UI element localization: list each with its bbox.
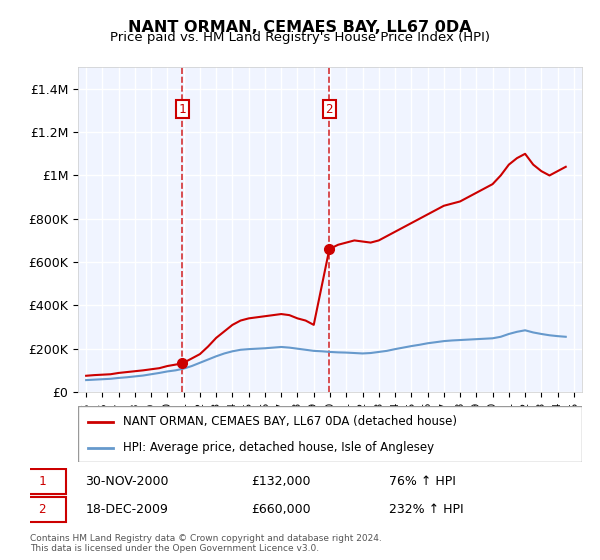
Text: 18-DEC-2009: 18-DEC-2009 bbox=[85, 503, 168, 516]
FancyBboxPatch shape bbox=[19, 469, 66, 494]
Text: 1: 1 bbox=[38, 475, 46, 488]
Text: Price paid vs. HM Land Registry's House Price Index (HPI): Price paid vs. HM Land Registry's House … bbox=[110, 31, 490, 44]
FancyBboxPatch shape bbox=[78, 406, 582, 462]
Text: 30-NOV-2000: 30-NOV-2000 bbox=[85, 475, 169, 488]
Text: 2: 2 bbox=[38, 503, 46, 516]
Text: 1: 1 bbox=[179, 103, 186, 116]
Text: £132,000: £132,000 bbox=[251, 475, 310, 488]
Text: £660,000: £660,000 bbox=[251, 503, 310, 516]
Text: NANT ORMAN, CEMAES BAY, LL67 0DA: NANT ORMAN, CEMAES BAY, LL67 0DA bbox=[128, 20, 472, 35]
Text: 2: 2 bbox=[326, 103, 333, 116]
Text: Contains HM Land Registry data © Crown copyright and database right 2024.
This d: Contains HM Land Registry data © Crown c… bbox=[30, 534, 382, 553]
Text: 76% ↑ HPI: 76% ↑ HPI bbox=[389, 475, 455, 488]
Text: NANT ORMAN, CEMAES BAY, LL67 0DA (detached house): NANT ORMAN, CEMAES BAY, LL67 0DA (detach… bbox=[124, 415, 457, 428]
FancyBboxPatch shape bbox=[19, 497, 66, 522]
Text: 232% ↑ HPI: 232% ↑ HPI bbox=[389, 503, 463, 516]
Text: HPI: Average price, detached house, Isle of Anglesey: HPI: Average price, detached house, Isle… bbox=[124, 441, 434, 455]
